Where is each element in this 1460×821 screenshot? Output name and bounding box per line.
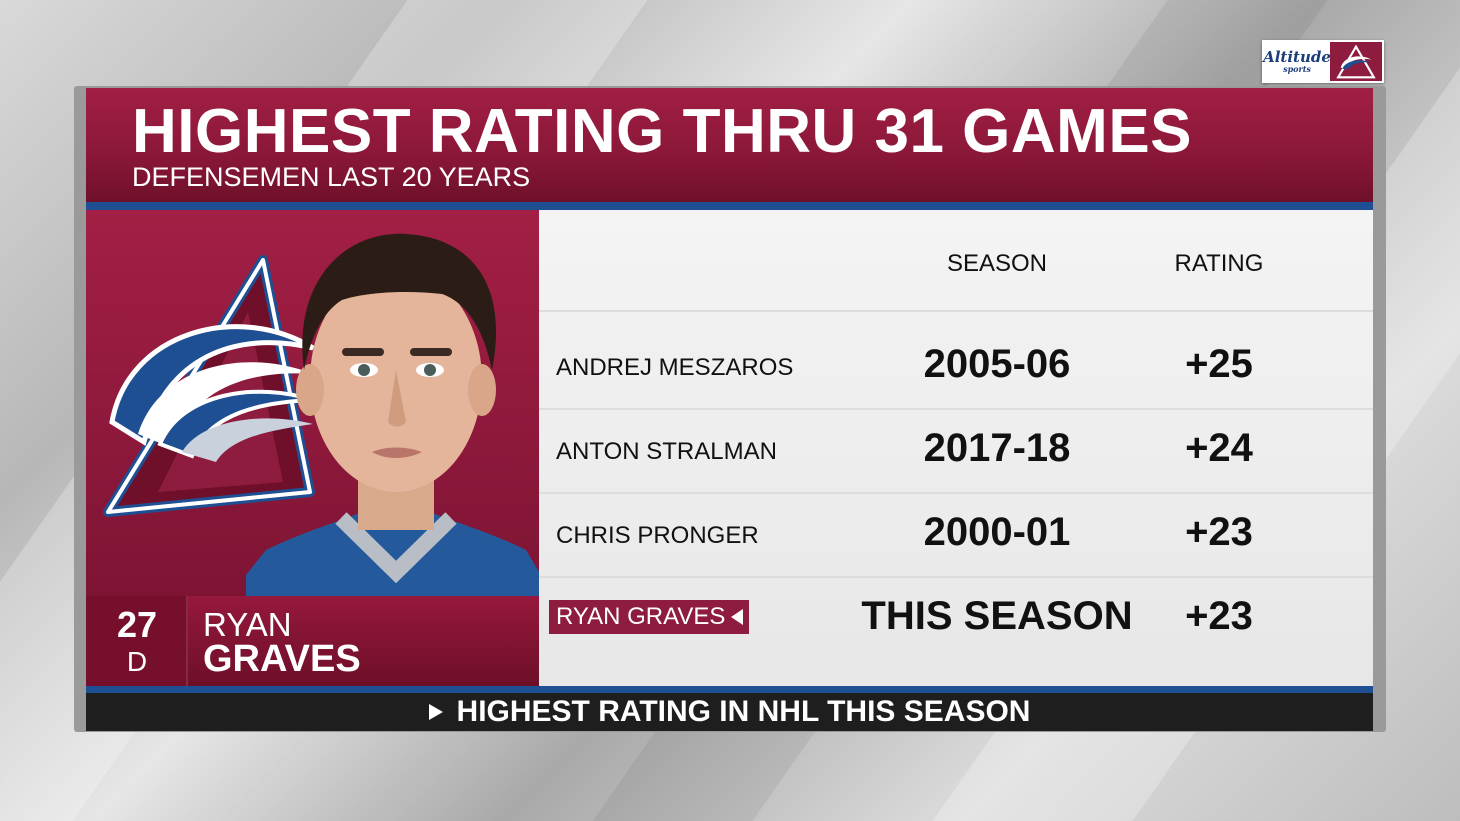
graphic-title: HIGHEST RATING THRU 31 GAMES: [132, 97, 1193, 166]
row-season: 2017-18: [923, 426, 1071, 470]
avalanche-logo-icon: [98, 252, 318, 527]
row-rating: +23: [1185, 594, 1253, 638]
player-first-name: RYAN: [203, 606, 292, 643]
graphic-subtitle: DEFENSEMEN LAST 20 YEARS: [132, 162, 531, 192]
row-rating: +23: [1185, 510, 1253, 554]
row-player-name: ANTON STRALMAN: [556, 438, 777, 465]
network-word: Altitude: [1263, 48, 1331, 66]
player-position: D: [126, 646, 148, 677]
footer-text: HIGHEST RATING IN NHL THIS SEASON: [456, 695, 1031, 728]
player-last-name: GRAVES: [203, 638, 361, 680]
stats-table: SEASON RATING ANDREJ MESZAROS 2005-06 +2…: [539, 210, 1373, 686]
row-rating: +24: [1185, 426, 1253, 470]
altitude-sports-logo: Altitude sports: [1263, 42, 1331, 81]
table-row: ANTON STRALMAN 2017-18 +24: [539, 410, 1373, 494]
row-player-name: ANDREJ MESZAROS: [556, 354, 794, 381]
row-season: 2000-01: [923, 510, 1071, 554]
row-player-name: RYAN GRAVES: [556, 603, 726, 630]
avalanche-logo-icon: [1330, 42, 1382, 81]
header-rule: [539, 310, 1373, 312]
row-player-name: CHRIS PRONGER: [556, 522, 759, 549]
header-divider: [86, 202, 1373, 210]
row-rating: +25: [1185, 342, 1253, 386]
footer-bar: HIGHEST RATING IN NHL THIS SEASON: [86, 693, 1373, 731]
player-headshot-icon: [229, 220, 539, 596]
pointer-arrow-icon: [731, 609, 744, 625]
player-name-bar: 27 D RYAN GRAVES: [86, 596, 539, 686]
graphic-header: HIGHEST RATING THRU 31 GAMES DEFENSEMEN …: [86, 88, 1373, 202]
network-sub: sports: [1283, 64, 1311, 74]
jersey-number: 27: [116, 604, 158, 645]
row-season: 2005-06: [923, 342, 1071, 386]
table-row: ANDREJ MESZAROS 2005-06 +25: [539, 326, 1373, 410]
table-row-highlighted: RYAN GRAVES THIS SEASON +23: [539, 578, 1373, 662]
table-row: CHRIS PRONGER 2000-01 +23: [539, 494, 1373, 578]
network-bug: Altitude sports: [1262, 40, 1384, 83]
column-header-season: SEASON: [946, 250, 1048, 277]
play-triangle-icon: [428, 704, 443, 720]
highlighted-player-tag: RYAN GRAVES: [548, 599, 751, 635]
row-season: THIS SEASON: [861, 594, 1133, 638]
footer-divider: [86, 686, 1373, 693]
jersey-box: 27 D: [86, 596, 188, 686]
column-header-rating: RATING: [1174, 250, 1264, 277]
player-panel: [86, 210, 539, 596]
